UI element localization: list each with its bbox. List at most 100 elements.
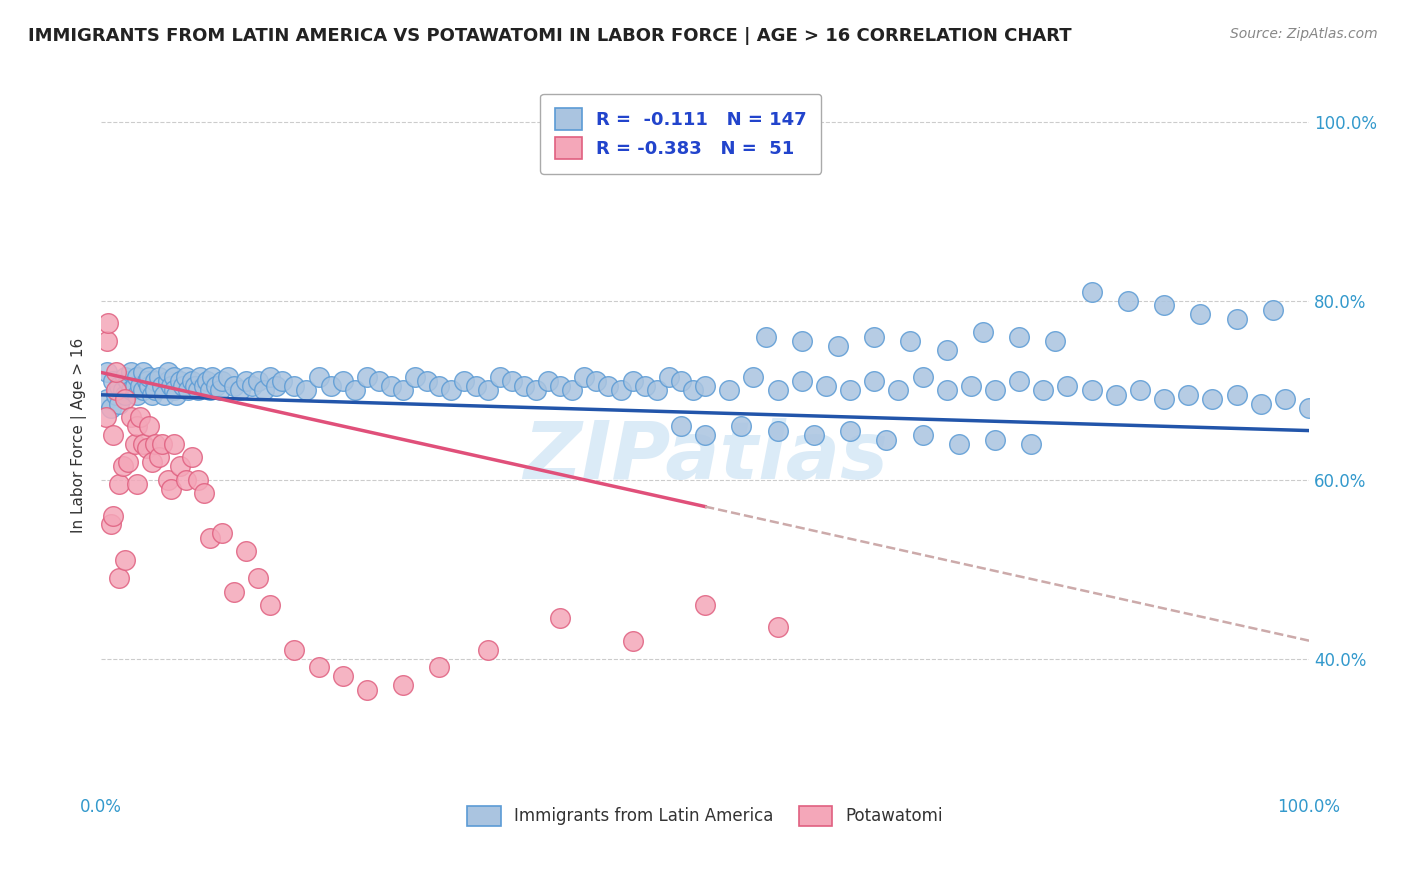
Point — [156, 366, 179, 380]
Point — [1189, 307, 1212, 321]
Point — [477, 384, 499, 398]
Point — [108, 477, 131, 491]
Point — [1226, 311, 1249, 326]
Point — [141, 455, 163, 469]
Point — [136, 442, 159, 456]
Point — [1105, 388, 1128, 402]
Point — [948, 437, 970, 451]
Point — [145, 437, 167, 451]
Point — [187, 473, 209, 487]
Point — [150, 379, 173, 393]
Point — [404, 370, 426, 384]
Point — [453, 375, 475, 389]
Point — [184, 379, 207, 393]
Point — [201, 370, 224, 384]
Point — [114, 370, 136, 384]
Point — [96, 392, 118, 407]
Point — [766, 620, 789, 634]
Point — [1116, 293, 1139, 308]
Point — [132, 366, 155, 380]
Point — [283, 642, 305, 657]
Point — [416, 375, 439, 389]
Point — [197, 375, 219, 389]
Point — [162, 370, 184, 384]
Point — [136, 375, 159, 389]
Point — [217, 370, 239, 384]
Point — [104, 384, 127, 398]
Point — [138, 419, 160, 434]
Point — [368, 375, 391, 389]
Point — [111, 459, 134, 474]
Point — [548, 379, 571, 393]
Point — [548, 611, 571, 625]
Point — [211, 375, 233, 389]
Point — [165, 388, 187, 402]
Y-axis label: In Labor Force | Age > 16: In Labor Force | Age > 16 — [72, 337, 87, 533]
Point — [669, 375, 692, 389]
Text: ZIPatlas: ZIPatlas — [523, 417, 887, 495]
Point — [259, 370, 281, 384]
Point — [271, 375, 294, 389]
Point — [669, 419, 692, 434]
Point — [1201, 392, 1223, 407]
Point — [598, 379, 620, 393]
Point — [198, 384, 221, 398]
Point — [193, 379, 215, 393]
Point — [935, 384, 957, 398]
Point — [1153, 392, 1175, 407]
Point — [247, 375, 270, 389]
Point — [162, 437, 184, 451]
Point — [911, 370, 934, 384]
Point — [356, 682, 378, 697]
Point — [211, 526, 233, 541]
Legend: Immigrants from Latin America, Potawatomi: Immigrants from Latin America, Potawatom… — [460, 797, 950, 834]
Point — [247, 571, 270, 585]
Point — [827, 338, 849, 352]
Point — [205, 379, 228, 393]
Point — [148, 450, 170, 465]
Point — [160, 379, 183, 393]
Point — [645, 384, 668, 398]
Point — [188, 370, 211, 384]
Point — [172, 379, 194, 393]
Point — [464, 379, 486, 393]
Point — [124, 379, 146, 393]
Point — [198, 531, 221, 545]
Point — [1008, 375, 1031, 389]
Point — [524, 384, 547, 398]
Point — [427, 379, 450, 393]
Point — [96, 334, 118, 348]
Point — [1298, 401, 1320, 416]
Point — [803, 428, 825, 442]
Point — [104, 366, 127, 380]
Point — [180, 450, 202, 465]
Point — [972, 325, 994, 339]
Point — [682, 384, 704, 398]
Point — [120, 384, 142, 398]
Point — [174, 370, 197, 384]
Text: IMMIGRANTS FROM LATIN AMERICA VS POTAWATOMI IN LABOR FORCE | AGE > 16 CORRELATIO: IMMIGRANTS FROM LATIN AMERICA VS POTAWAT… — [28, 27, 1071, 45]
Point — [127, 388, 149, 402]
Point — [141, 388, 163, 402]
Point — [863, 329, 886, 343]
Point — [319, 379, 342, 393]
Point — [634, 379, 657, 393]
Point — [117, 455, 139, 469]
Point — [343, 384, 366, 398]
Point — [103, 508, 125, 523]
Point — [162, 384, 184, 398]
Point — [145, 375, 167, 389]
Point — [180, 375, 202, 389]
Point — [863, 375, 886, 389]
Point — [839, 424, 862, 438]
Point — [120, 410, 142, 425]
Point — [156, 473, 179, 487]
Point — [108, 379, 131, 393]
Point — [380, 379, 402, 393]
Point — [501, 375, 523, 389]
Point — [240, 379, 263, 393]
Point — [585, 375, 607, 389]
Point — [156, 375, 179, 389]
Point — [790, 334, 813, 348]
Point — [693, 428, 716, 442]
